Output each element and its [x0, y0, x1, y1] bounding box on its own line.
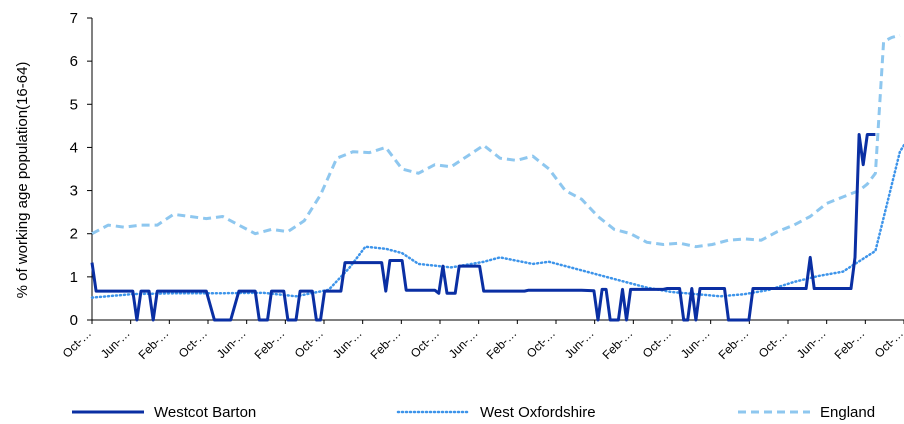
- y-tick-label: 6: [70, 53, 78, 70]
- x-tick-label: Feb-…: [716, 326, 752, 362]
- series-layer: [90, 33, 904, 322]
- x-tick-label: Jun-…: [214, 326, 249, 361]
- x-tick-label: Feb-…: [136, 326, 172, 362]
- x-tick-label: Feb-…: [600, 326, 636, 362]
- x-tick-label: Jun-…: [98, 326, 133, 361]
- series-line-england: [91, 33, 901, 249]
- x-tick-label: Oct-…: [176, 326, 210, 360]
- x-tick-label: Oct-…: [756, 326, 790, 360]
- x-tick-label: Jun-…: [794, 326, 829, 361]
- x-axis: Oct-… Jun-… Feb-… Oct-… Jun-… Feb-… Oct-… Jun-……: [60, 319, 904, 362]
- y-tick-label: 3: [70, 183, 78, 200]
- x-tick-label: Jun-…: [330, 326, 365, 361]
- x-tick-label: Oct-…: [292, 326, 326, 360]
- x-tick-label: Jun-…: [446, 326, 481, 361]
- y-axis-title: % of working age population(16-64): [14, 62, 31, 299]
- x-tick-label: Feb-…: [252, 326, 288, 362]
- series-line-westcot-barton: [90, 133, 876, 322]
- series-line-west-oxfordshire: [90, 142, 904, 299]
- x-tick-label: Feb-…: [368, 326, 404, 362]
- x-tick-label: Feb-…: [484, 326, 520, 362]
- y-tick-label: 5: [70, 96, 78, 113]
- x-tick-label: Oct-…: [60, 326, 94, 360]
- y-axis: 0 1 2 3 4 5 6 7: [70, 10, 93, 329]
- y-tick-label: 2: [70, 226, 78, 243]
- x-tick-label: Feb-…: [832, 326, 868, 362]
- y-tick-label: 1: [70, 269, 78, 286]
- y-axis-label: % of working age population(16-64): [14, 62, 31, 299]
- legend-label: England: [820, 404, 875, 421]
- x-tick-label: Oct-…: [408, 326, 442, 360]
- x-tick-label: Jun-…: [678, 326, 713, 361]
- legend-label: Westcot Barton: [154, 404, 256, 421]
- legend: Westcot Barton West Oxfordshire England: [72, 404, 875, 421]
- x-tick-label: Oct-…: [872, 326, 904, 360]
- x-tick-label: Oct-…: [524, 326, 558, 360]
- y-tick-label: 4: [70, 139, 78, 156]
- x-tick-label: Oct-…: [640, 326, 674, 360]
- y-tick-label: 0: [70, 312, 78, 329]
- y-tick-label: 7: [70, 10, 78, 27]
- x-tick-label: Jun-…: [562, 326, 597, 361]
- legend-label: West Oxfordshire: [480, 404, 596, 421]
